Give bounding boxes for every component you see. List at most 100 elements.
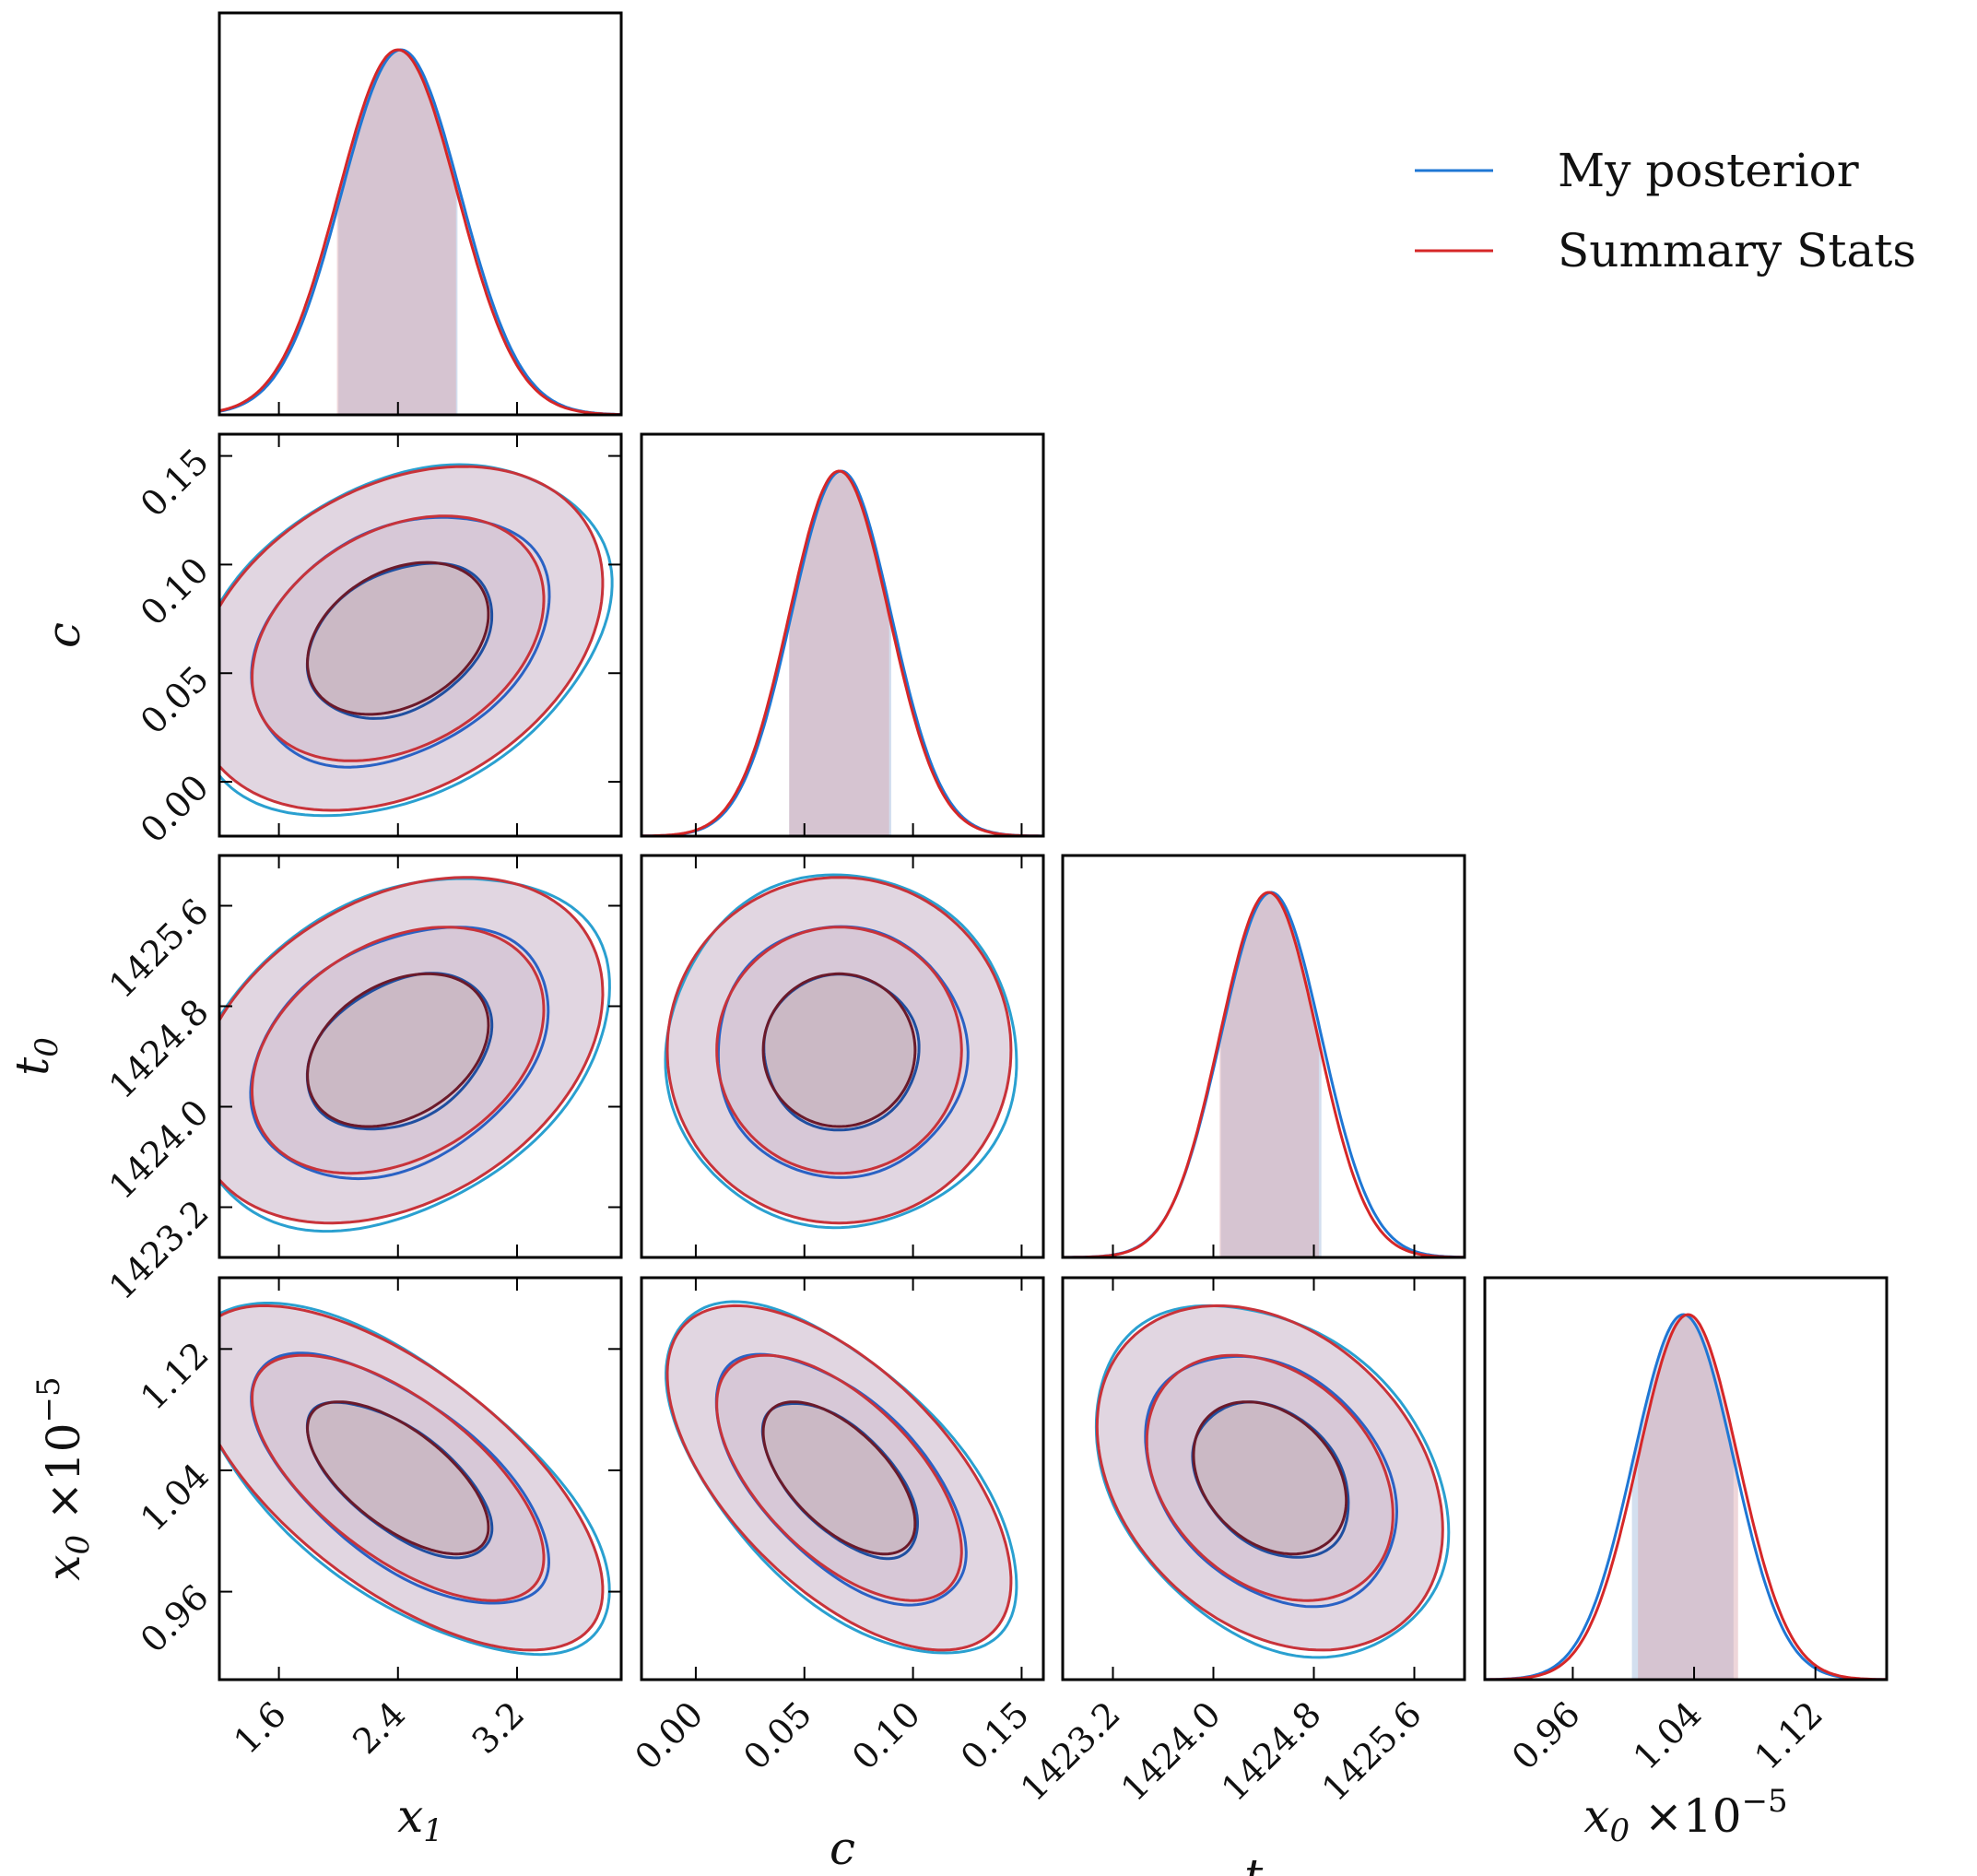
curve-t0-1 bbox=[1063, 891, 1465, 1257]
pair-content-c-x0 bbox=[665, 1300, 1018, 1655]
contour-my-posterior-1 bbox=[714, 1352, 968, 1607]
frame-x1-t0 bbox=[218, 854, 623, 1259]
shade-x1-0 bbox=[338, 50, 458, 415]
xaxis-label-x0: x0 ×10−5 bbox=[1583, 1783, 1787, 1849]
xtick-label-t0-3: 1425.6 bbox=[1314, 1693, 1430, 1809]
contour-fill-1 bbox=[716, 926, 962, 1174]
frame-x1 bbox=[218, 11, 623, 417]
xaxis-label-x1: x1 bbox=[397, 1789, 443, 1849]
xtick-label-c-0: 0.00 bbox=[627, 1693, 711, 1777]
contour-my-posterior-2 bbox=[1191, 1400, 1350, 1559]
ytick-label-c-0: 0.00 bbox=[133, 767, 217, 851]
frame-c-t0 bbox=[640, 854, 1045, 1259]
contour-summary-stats-1 bbox=[250, 926, 546, 1175]
ytick-label-t0-0: 1423.2 bbox=[101, 1192, 217, 1307]
contour-summary-stats-2 bbox=[306, 560, 490, 716]
pair-content-x1-x0 bbox=[219, 1302, 611, 1657]
ytick-label-x0-1: 1.04 bbox=[133, 1456, 217, 1540]
contour-summary-stats-0 bbox=[219, 465, 605, 812]
xtick-label-t0-2: 1424.8 bbox=[1214, 1693, 1329, 1809]
ytick-label-t0-3: 1425.6 bbox=[101, 891, 217, 1006]
contour-summary-stats-0 bbox=[219, 1304, 605, 1652]
xtick-label-x0-0: 0.96 bbox=[1504, 1693, 1588, 1777]
frame-x0 bbox=[1483, 1276, 1889, 1681]
xtick-label-c-1: 0.05 bbox=[735, 1693, 819, 1777]
ytick-label-x0-2: 1.12 bbox=[133, 1334, 217, 1418]
xtick-label-t0-1: 1424.0 bbox=[1113, 1693, 1229, 1809]
label-suffix: ×10 bbox=[37, 1422, 90, 1534]
label-suffix: ×10 bbox=[1630, 1789, 1741, 1843]
curve-c-1 bbox=[641, 469, 1043, 836]
shade-t0-1 bbox=[1219, 892, 1319, 1257]
contour-fill-0 bbox=[219, 1305, 603, 1650]
legend: My posterior Summary Stats bbox=[1415, 144, 1916, 277]
frame-c bbox=[640, 432, 1045, 838]
xtick-label-x1-1: 2.4 bbox=[345, 1693, 413, 1762]
yaxis-label-c: c bbox=[37, 622, 90, 648]
contour-fill-0 bbox=[1097, 1305, 1443, 1650]
ytick-label-t0-2: 1424.8 bbox=[101, 991, 217, 1106]
contour-summary-stats-2 bbox=[761, 1400, 917, 1556]
xtick-label-c-2: 0.10 bbox=[844, 1693, 928, 1777]
ytick-label-t0-1: 1424.0 bbox=[101, 1091, 217, 1207]
contour-summary-stats-0 bbox=[1095, 1304, 1444, 1652]
contour-fill-1 bbox=[716, 1355, 962, 1601]
contour-summary-stats-2 bbox=[306, 972, 490, 1128]
label-sup: −5 bbox=[30, 1376, 67, 1422]
curve-x1-1 bbox=[219, 48, 621, 415]
yaxis-label-x0: x0 ×10−5 bbox=[30, 1376, 97, 1580]
contour-fill-0 bbox=[667, 1305, 1011, 1650]
contour-summary-stats-1 bbox=[715, 1353, 963, 1602]
contour-summary-stats-0 bbox=[665, 876, 1013, 1225]
ytick-label-c-1: 0.05 bbox=[133, 658, 217, 742]
pair-panel-c-x0 bbox=[640, 1276, 1045, 1681]
shade-t0-0 bbox=[1220, 892, 1322, 1257]
contour-summary-stats-2 bbox=[306, 1400, 490, 1556]
label-sub: 0 bbox=[1263, 1872, 1283, 1876]
xtick-label-x0-1: 1.04 bbox=[1625, 1693, 1709, 1777]
contour-summary-stats-0 bbox=[219, 876, 605, 1225]
diag-content-x1 bbox=[219, 48, 621, 415]
contour-fill-0 bbox=[219, 877, 603, 1223]
label-symbol: x bbox=[1583, 1789, 1609, 1843]
ytick-label-c-2: 0.10 bbox=[133, 549, 217, 633]
shade-c-0 bbox=[789, 471, 892, 836]
contour-my-posterior-1 bbox=[249, 926, 550, 1181]
pair-panel-x1-x0 bbox=[218, 1276, 623, 1681]
contour-summary-stats-2 bbox=[1192, 1400, 1348, 1556]
contour-fill-2 bbox=[763, 1401, 915, 1554]
xtick-label-t0-0: 1423.2 bbox=[1013, 1693, 1128, 1809]
shade-x0-0 bbox=[1631, 1315, 1734, 1680]
diag-content-t0 bbox=[1063, 891, 1465, 1257]
xaxis-label-c: c bbox=[830, 1822, 855, 1875]
contour-fill-1 bbox=[252, 1355, 544, 1601]
contour-fill-2 bbox=[307, 1401, 488, 1554]
shade-x1-1 bbox=[336, 50, 456, 415]
ytick-label-x0-0: 0.96 bbox=[133, 1576, 217, 1660]
contour-summary-stats-2 bbox=[761, 972, 917, 1128]
xtick-label-x0-2: 1.12 bbox=[1747, 1693, 1830, 1777]
contour-summary-stats-0 bbox=[665, 1304, 1013, 1652]
ytick-label-c-3: 0.15 bbox=[133, 441, 217, 525]
xtick-label-x1-0: 1.6 bbox=[226, 1693, 294, 1762]
contour-summary-stats-1 bbox=[1145, 1353, 1394, 1602]
label-sub: 1 bbox=[423, 1812, 443, 1849]
legend-label-my-posterior: My posterior bbox=[1558, 144, 1859, 197]
curve-x1-0 bbox=[219, 48, 621, 415]
contour-my-posterior-0 bbox=[1094, 1304, 1451, 1659]
frame-x1-c bbox=[218, 432, 623, 838]
pair-panel-c-t0 bbox=[640, 854, 1045, 1259]
yaxis-label-t0: t0 bbox=[6, 1037, 65, 1076]
contour-summary-stats-1 bbox=[251, 514, 546, 762]
yaxis-x0: 0.96 1.04 1.12 x0 ×10−5 bbox=[30, 1334, 217, 1660]
contour-fill-2 bbox=[307, 562, 488, 714]
pair-panel-t0-x0 bbox=[1061, 1276, 1466, 1681]
label-sub: 0 bbox=[60, 1535, 97, 1555]
label-symbol: c bbox=[37, 622, 90, 648]
pair-content-c-t0 bbox=[664, 873, 1018, 1230]
label-symbol: t bbox=[1244, 1849, 1264, 1876]
